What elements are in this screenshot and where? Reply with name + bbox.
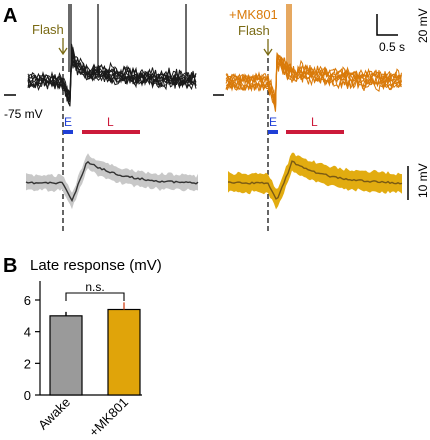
y-tick-label: 4 [24, 325, 31, 340]
scale-bar-top-voltage: 20 mV [416, 8, 430, 43]
early-window-bar-awake [63, 130, 73, 134]
late-window-bar-awake [82, 130, 140, 134]
raw-trace [225, 59, 402, 104]
y-tick-label: 0 [24, 388, 31, 403]
x-tick-labels: Awake +MK801 [35, 395, 131, 440]
flash-arrow-awake [58, 38, 68, 56]
flash-label-awake: Flash [32, 22, 64, 37]
bars [49, 302, 141, 396]
raw-traces-awake [27, 4, 197, 107]
late-label-mk801: L [311, 115, 318, 129]
flash-label-mk801: Flash [238, 23, 270, 38]
late-label-awake: L [107, 115, 114, 129]
flash-arrow-mk801 [263, 39, 273, 57]
scale-bar-top [376, 14, 398, 36]
x-tick-label: Awake [35, 395, 73, 433]
y-ticks: 0 2 4 6 [24, 293, 40, 403]
panel-b-label: B [3, 255, 17, 277]
scale-bar-bottom-voltage: 10 mV [416, 163, 430, 198]
significance-label: n.s. [85, 280, 104, 294]
bar-chart: 0 2 4 6 Awake +MK801 n.s. [24, 280, 142, 440]
mk801-label-top: +MK801 [229, 7, 278, 22]
significance-bracket [65, 292, 125, 301]
late-window-bar-mk801 [286, 130, 344, 134]
mean-trace-mk801 [227, 160, 403, 200]
scale-bar-top-time: 0.5 s [379, 40, 405, 54]
early-window-bar-mk801 [268, 130, 278, 134]
bar [49, 315, 83, 396]
y-tick-label: 6 [24, 293, 31, 308]
y-tick-label: 2 [24, 356, 31, 371]
panel-a-label: A [3, 5, 17, 27]
raw-trace [27, 51, 197, 107]
vm-label: -75 mV [4, 107, 43, 121]
early-label-mk801: E [269, 115, 277, 129]
bar [107, 308, 141, 396]
x-tick-label: +MK801 [86, 395, 131, 440]
mean-trace-awake [25, 160, 199, 203]
sd-band-mk801 [228, 152, 402, 210]
raw-trace [27, 46, 197, 101]
raw-traces-mk801 [225, 4, 402, 112]
raw-trace [27, 56, 197, 105]
chart-title: Late response (mV) [30, 257, 162, 274]
early-label-awake: E [64, 115, 72, 129]
